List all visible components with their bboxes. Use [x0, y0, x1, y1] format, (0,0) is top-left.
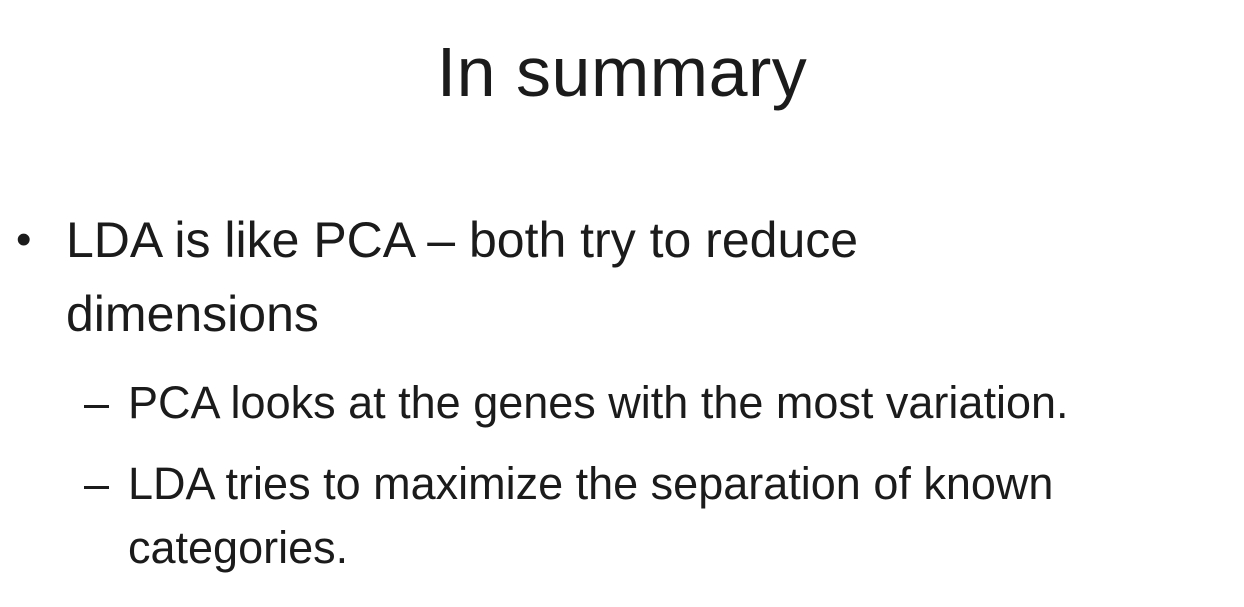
sub-bullet-marker: –: [84, 377, 110, 428]
slide-title: In summary: [436, 33, 808, 111]
sub-bullet-item: – LDA tries to maximize the separation o…: [84, 452, 1228, 580]
bullet-text: LDA is like PCA – both try to reduce dim…: [66, 212, 859, 342]
sub-bullet-text: PCA looks at the genes with the most var…: [128, 377, 1069, 428]
sub-bullet-item: – PCA looks at the genes with the most v…: [84, 371, 1228, 435]
sub-bullet-text: LDA tries to maximize the separation of …: [128, 458, 1054, 573]
bullet-marker: •: [16, 215, 32, 264]
sub-bullet-marker: –: [84, 458, 110, 509]
bullet-item-main: • LDA is like PCA – both try to reduce d…: [16, 203, 1066, 351]
